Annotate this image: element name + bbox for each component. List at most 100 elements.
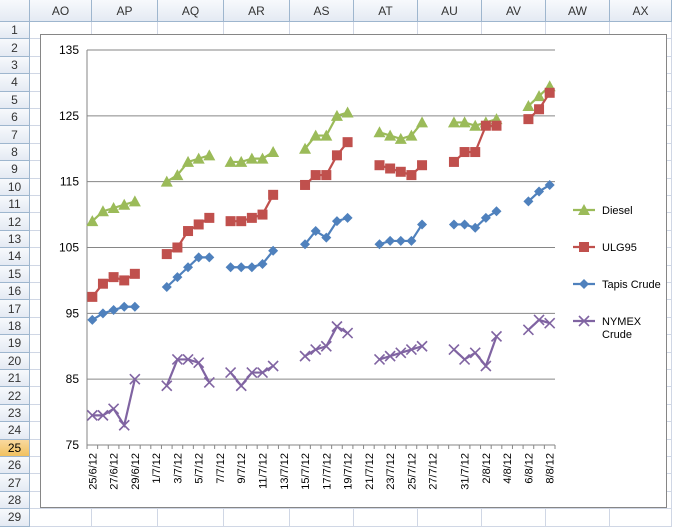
data-point bbox=[447, 116, 460, 128]
line-chart[interactable]: 75 85 95 105 115 125 135 25/6/12 27/6/12 29/6/12 1… bbox=[40, 34, 667, 508]
row-header-11[interactable]: 11 bbox=[0, 196, 30, 214]
data-point bbox=[299, 350, 311, 362]
row-header-22[interactable]: 22 bbox=[0, 387, 30, 405]
data-point bbox=[395, 166, 406, 177]
data-point bbox=[172, 272, 183, 283]
data-point bbox=[246, 262, 257, 273]
data-point bbox=[469, 119, 482, 131]
row-header-28[interactable]: 28 bbox=[0, 491, 30, 510]
column-header-aw[interactable]: AW bbox=[546, 0, 610, 22]
row-header-1[interactable]: 1 bbox=[0, 22, 30, 40]
data-point bbox=[203, 149, 216, 161]
data-point bbox=[171, 169, 184, 181]
row-header-26[interactable]: 26 bbox=[0, 457, 30, 475]
x-tick-label: 4/8/12 bbox=[502, 453, 514, 484]
row-header-17[interactable]: 17 bbox=[0, 300, 30, 318]
data-point bbox=[235, 155, 248, 167]
cell[interactable] bbox=[418, 509, 482, 527]
y-tick-label: 115 bbox=[60, 175, 79, 189]
data-point bbox=[310, 226, 321, 237]
column-header-au[interactable]: AU bbox=[418, 0, 482, 22]
data-point bbox=[257, 258, 268, 269]
data-point bbox=[544, 179, 555, 190]
cell[interactable] bbox=[482, 509, 546, 527]
data-point bbox=[268, 245, 279, 256]
row-header-13[interactable]: 13 bbox=[0, 230, 30, 249]
row-header-2[interactable]: 2 bbox=[0, 39, 30, 57]
data-point bbox=[395, 347, 407, 359]
row-header-21[interactable]: 21 bbox=[0, 370, 30, 388]
row-header-16[interactable]: 16 bbox=[0, 283, 30, 301]
row-header-19[interactable]: 19 bbox=[0, 335, 30, 353]
data-point bbox=[108, 403, 120, 415]
data-point bbox=[385, 235, 396, 246]
data-point bbox=[416, 340, 428, 352]
x-tick-label: 13/7/12 bbox=[279, 453, 291, 490]
legend-label: ULG95 bbox=[602, 242, 637, 254]
data-point bbox=[183, 226, 194, 237]
row-header-23[interactable]: 23 bbox=[0, 404, 30, 423]
legend-label: Diesel bbox=[602, 205, 633, 217]
row-header-3[interactable]: 3 bbox=[0, 56, 30, 75]
cell[interactable] bbox=[158, 509, 224, 527]
data-point bbox=[257, 209, 268, 220]
column-header-ao[interactable]: AO bbox=[30, 0, 92, 22]
row-header-25[interactable]: 25 bbox=[0, 439, 30, 457]
data-point bbox=[129, 301, 140, 312]
data-point bbox=[374, 239, 385, 250]
row-header-29[interactable]: 29 bbox=[0, 509, 30, 527]
row-header-12[interactable]: 12 bbox=[0, 213, 30, 231]
x-tick-label: 31/7/12 bbox=[460, 453, 472, 490]
series-line bbox=[92, 378, 136, 429]
data-point bbox=[320, 129, 333, 141]
x-tick-label: 15/7/12 bbox=[300, 453, 312, 490]
data-point bbox=[373, 126, 386, 138]
row-header-7[interactable]: 7 bbox=[0, 126, 30, 144]
data-point bbox=[193, 219, 204, 230]
column-header-at[interactable]: AT bbox=[354, 0, 418, 22]
row-header-27[interactable]: 27 bbox=[0, 474, 30, 492]
cell[interactable] bbox=[92, 509, 158, 527]
data-point bbox=[342, 327, 354, 339]
row-header-8[interactable]: 8 bbox=[0, 143, 30, 162]
row-header-18[interactable]: 18 bbox=[0, 317, 30, 336]
row-header-5[interactable]: 5 bbox=[0, 91, 30, 109]
data-point bbox=[522, 99, 535, 111]
data-point bbox=[406, 235, 417, 246]
cell[interactable] bbox=[610, 509, 672, 527]
data-point bbox=[490, 330, 503, 342]
cell[interactable] bbox=[290, 509, 354, 527]
data-point bbox=[183, 262, 194, 273]
column-header-as[interactable]: AS bbox=[290, 0, 354, 22]
row-header-14[interactable]: 14 bbox=[0, 248, 30, 266]
row-header-4[interactable]: 4 bbox=[0, 74, 30, 92]
column-header-ax[interactable]: AX bbox=[610, 0, 672, 22]
cell[interactable] bbox=[30, 509, 92, 527]
row-header-10[interactable]: 10 bbox=[0, 178, 30, 196]
cell[interactable] bbox=[610, 491, 672, 510]
legend-marker bbox=[578, 204, 590, 215]
column-header-ar[interactable]: AR bbox=[224, 0, 290, 22]
cell[interactable] bbox=[224, 509, 290, 527]
cell[interactable] bbox=[546, 509, 610, 527]
x-tick-label: 8/8/12 bbox=[545, 453, 557, 484]
select-all-corner[interactable] bbox=[0, 0, 30, 22]
data-point bbox=[331, 150, 342, 161]
column-header-aq[interactable]: AQ bbox=[158, 0, 224, 22]
data-point bbox=[97, 308, 108, 319]
x-tick-label: 9/7/12 bbox=[236, 453, 248, 484]
legend-label: Tapis Crude bbox=[602, 279, 661, 291]
row-header-20[interactable]: 20 bbox=[0, 352, 30, 370]
data-point bbox=[480, 360, 492, 372]
data-point bbox=[86, 215, 99, 227]
data-point bbox=[225, 367, 237, 379]
column-header-av[interactable]: AV bbox=[482, 0, 546, 22]
row-header-9[interactable]: 9 bbox=[0, 161, 30, 179]
column-header-ap[interactable]: AP bbox=[92, 0, 158, 22]
row-header-6[interactable]: 6 bbox=[0, 109, 30, 127]
cell[interactable] bbox=[354, 509, 418, 527]
data-point bbox=[193, 252, 204, 263]
row-header-24[interactable]: 24 bbox=[0, 422, 30, 440]
data-point bbox=[373, 353, 386, 365]
row-header-15[interactable]: 15 bbox=[0, 265, 30, 283]
